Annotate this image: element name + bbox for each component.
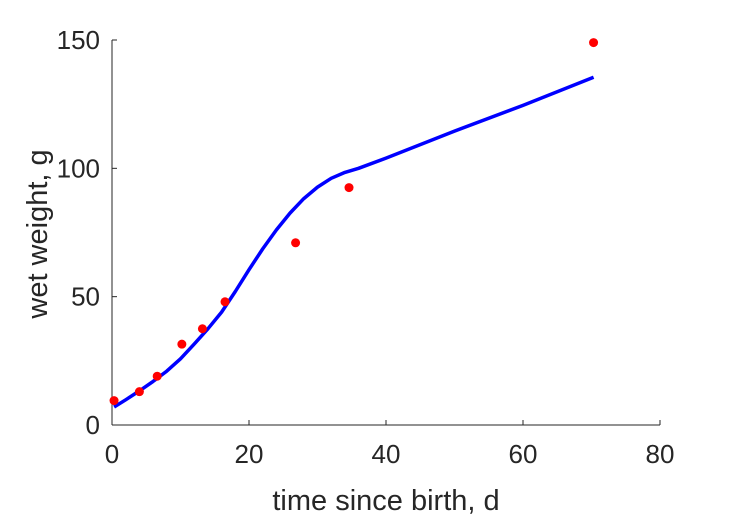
x-axis-label: time since birth, d [272, 485, 499, 517]
data-point [109, 396, 119, 406]
x-tick-label: 60 [509, 439, 538, 469]
data-point [344, 183, 354, 193]
x-ticks: 0 20 40 60 80 [105, 420, 675, 469]
data-point [152, 371, 162, 381]
y-ticks: 0 50 100 150 [57, 25, 117, 440]
data-point [589, 38, 599, 48]
data-point [134, 387, 144, 397]
axes: 0 20 40 60 80 0 50 100 150 [57, 25, 675, 469]
data-point [291, 238, 301, 248]
y-tick-label: 50 [71, 282, 100, 312]
x-tick-label: 20 [235, 439, 264, 469]
data-point [197, 324, 207, 334]
plot-area [109, 38, 599, 409]
x-tick-label: 80 [646, 439, 675, 469]
y-tick-label: 0 [86, 410, 100, 440]
x-tick-label: 40 [372, 439, 401, 469]
y-tick-label: 150 [57, 25, 100, 55]
y-axis-label: wet weight, g [22, 149, 54, 319]
data-point [220, 297, 230, 307]
x-tick-label: 0 [105, 439, 119, 469]
y-tick-label: 100 [57, 153, 100, 183]
data-point [177, 339, 187, 349]
fit-curve [113, 75, 595, 409]
